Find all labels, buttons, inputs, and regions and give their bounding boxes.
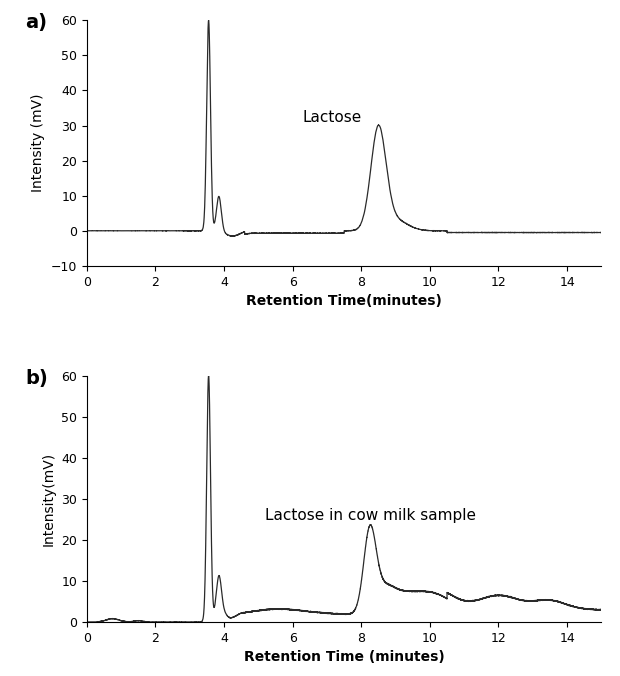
Y-axis label: Intensity (mV): Intensity (mV) <box>31 94 45 192</box>
Text: b): b) <box>25 369 48 388</box>
Y-axis label: Intensity(mV): Intensity(mV) <box>42 452 56 546</box>
Text: a): a) <box>25 13 47 32</box>
X-axis label: Retention Time (minutes): Retention Time (minutes) <box>244 650 445 665</box>
Text: Lactose in cow milk sample: Lactose in cow milk sample <box>265 508 476 523</box>
Text: Lactose: Lactose <box>303 110 362 125</box>
X-axis label: Retention Time(minutes): Retention Time(minutes) <box>246 294 442 308</box>
